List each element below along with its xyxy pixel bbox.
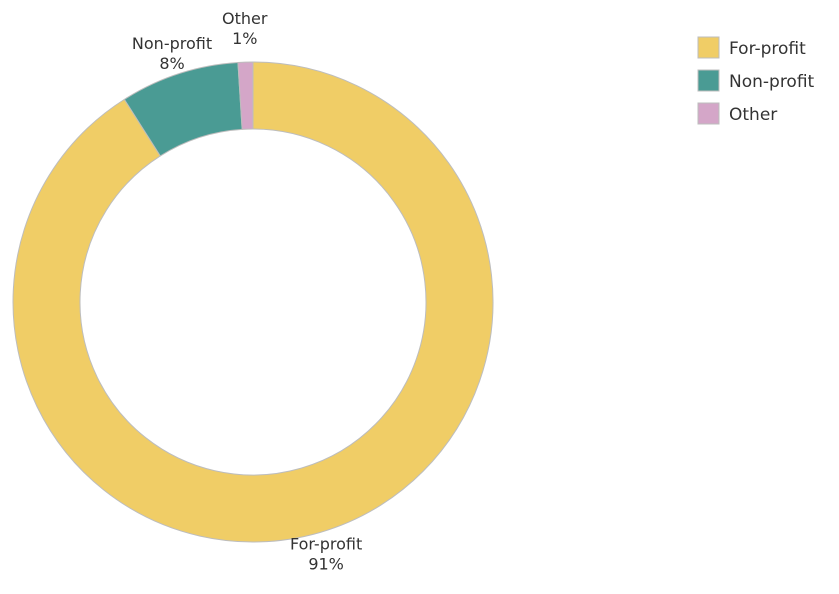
legend-label: Other — [729, 105, 777, 125]
slice-category-label: For-profit — [290, 535, 362, 554]
legend-label: For-profit — [729, 39, 806, 59]
donut-slices — [12, 61, 494, 543]
slice-category-label: Non-profit — [132, 34, 212, 53]
legend-item-for-profit: For-profit — [697, 36, 806, 59]
slice-for-profit — [12, 61, 494, 543]
slice-percent-label: 8% — [159, 54, 184, 73]
legend-item-non-profit: Non-profit — [697, 69, 815, 92]
slice-category-label: Other — [222, 9, 268, 28]
legend-swatch — [697, 36, 720, 59]
legend: For-profit Non-profit Other — [697, 36, 815, 125]
legend-label: Non-profit — [729, 72, 815, 92]
slice-other — [237, 61, 254, 130]
slice-percent-label: 91% — [308, 555, 344, 574]
legend-swatch — [697, 69, 720, 92]
slice-percent-label: 1% — [232, 29, 257, 48]
legend-swatch — [697, 102, 720, 125]
legend-item-other: Other — [697, 102, 777, 125]
